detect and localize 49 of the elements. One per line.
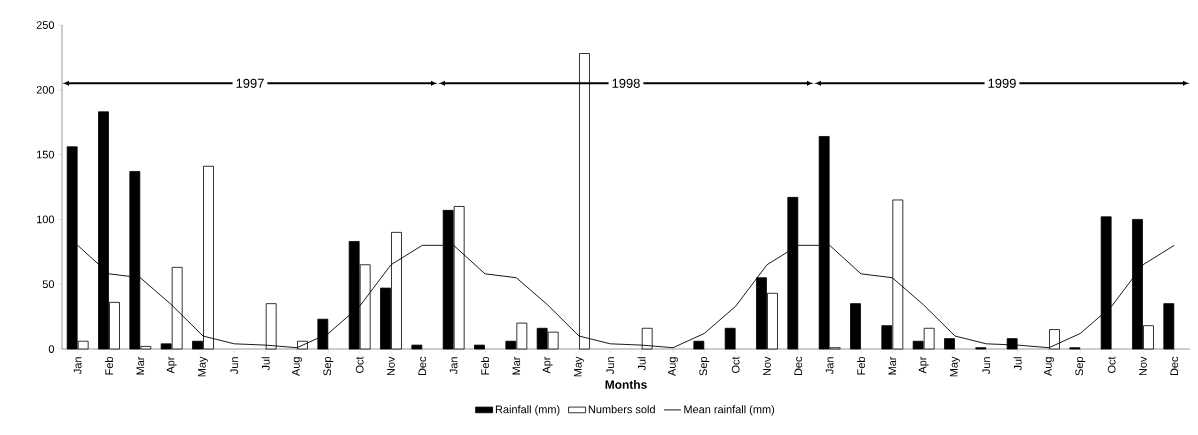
x-tick-label: Apr: [918, 356, 929, 374]
x-tick-label: Jul: [1013, 357, 1022, 371]
x-tick-label: Apr: [166, 356, 177, 374]
x-tick-label: Aug: [1044, 357, 1054, 376]
x-tick-label: Jun: [982, 357, 991, 375]
legend-label: Mean rainfall (mm): [684, 405, 775, 416]
x-tick-label: Apr: [542, 356, 553, 374]
x-tick-label: May: [198, 356, 208, 377]
x-tick-label: Feb: [104, 356, 114, 375]
x-tick-label: May: [950, 356, 960, 377]
x-tick-label: Jan: [73, 357, 82, 375]
x-tick-label: Oct: [1107, 356, 1116, 374]
annotation: 1997: [236, 78, 264, 88]
x-tick-label: Jul: [261, 357, 270, 371]
y-tick-label: 250: [36, 21, 55, 29]
x-tick-label: Mar: [888, 356, 897, 375]
y-tick-label: 200: [36, 85, 55, 94]
x-tick-label: Nov: [1139, 356, 1147, 376]
x-tick-label: Jun: [230, 357, 239, 375]
x-tick-label: Nov: [387, 356, 395, 376]
x-tick-label: Feb: [480, 356, 490, 375]
x-tick-label: Aug: [668, 357, 678, 376]
annotation: 1999: [988, 78, 1016, 88]
x-tick-label: Nov: [763, 356, 771, 376]
x-tick-label: Dec: [794, 356, 803, 376]
legend-label: Rainfall (mm): [495, 405, 560, 416]
x-tick-label: Feb: [856, 356, 866, 375]
x-tick-label: Jan: [449, 357, 458, 375]
x-tick-label: Sep: [1075, 356, 1086, 376]
legend-label: Numbers sold: [588, 405, 655, 414]
x-tick-label: Mar: [512, 356, 521, 375]
x-tick-label: Sep: [699, 356, 710, 376]
x-tick-label: Oct: [731, 356, 740, 374]
y-tick-label: 150: [37, 150, 55, 159]
x-tick-label: Dec: [418, 356, 427, 376]
x-tick-label: Dec: [1170, 356, 1179, 376]
x-tick-label: May: [574, 356, 584, 377]
y-tick-label: 100: [37, 215, 55, 224]
x-tick-label: Jan: [825, 357, 834, 375]
x-tick-label: Sep: [323, 356, 334, 376]
annotation: 1998: [612, 78, 640, 88]
x-axis-title: Months: [605, 380, 647, 389]
y-tick-label: 0: [48, 345, 55, 353]
x-tick-label: Aug: [292, 357, 302, 376]
x-tick-label: Mar: [136, 356, 145, 375]
x-tick-label: Jul: [637, 357, 646, 371]
x-tick-label: Jun: [606, 357, 615, 375]
y-tick-label: 50: [42, 280, 55, 289]
x-tick-label: Oct: [355, 356, 364, 374]
